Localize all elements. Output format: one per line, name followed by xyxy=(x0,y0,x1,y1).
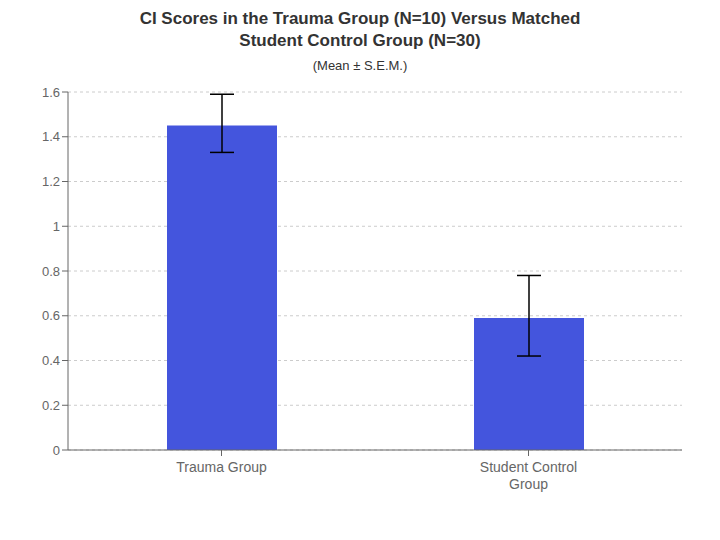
html-text:CI Scores in the Trauma Group: CI Scores in the Trauma Group (N=10) Ver… xyxy=(139,9,581,28)
svg-text:0.2: 0.2 xyxy=(42,398,60,413)
svg-text:0.6: 0.6 xyxy=(42,308,60,323)
svg-text:1: 1 xyxy=(53,219,60,234)
svg-text:1.4: 1.4 xyxy=(42,129,60,144)
svg-text:Trauma Group: Trauma Group xyxy=(176,459,267,475)
svg-text:1.6: 1.6 xyxy=(42,85,60,100)
svg-text:0.4: 0.4 xyxy=(42,353,60,368)
svg-text:0.8: 0.8 xyxy=(42,264,60,279)
svg-text:1.2: 1.2 xyxy=(42,174,60,189)
html-text:(Mean ± S.E.M.): (Mean ± S.E.M.) xyxy=(312,58,408,73)
svg-text:0: 0 xyxy=(53,443,60,458)
svg-text:Student ControlGroup: Student ControlGroup xyxy=(480,459,577,492)
html-text:Student Control Group (N=30): Student Control Group (N=30) xyxy=(239,31,481,50)
